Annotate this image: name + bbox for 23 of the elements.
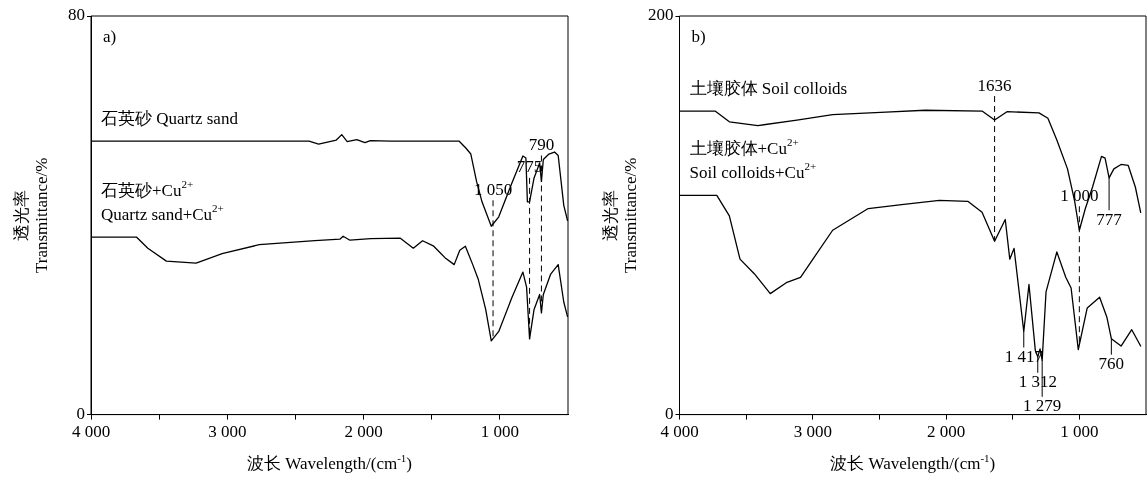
series-label: 石英砂 Quartz sand [101, 108, 239, 128]
x-tick-label: 1 000 [1060, 422, 1099, 442]
x-tick-label: 4 000 [660, 422, 699, 442]
x-tick-label: 1 000 [480, 422, 519, 442]
y-axis-title: 透光率 Transmittance/% [12, 157, 52, 274]
annotation: 760 [1098, 354, 1125, 374]
annotation: 1636 [977, 75, 1012, 95]
annotation: b) [691, 27, 706, 47]
y-tick-label: 80 [68, 5, 85, 25]
annotation: 790 [528, 134, 555, 154]
annotation: 1 279 [1023, 396, 1062, 416]
x-tick-label: 2 000 [344, 422, 383, 442]
y-tick-label: 200 [648, 5, 674, 25]
series-label: 土壤胶体 Soil colloids [689, 78, 848, 98]
y-tick-label: 0 [665, 404, 674, 424]
x-tick-label: 2 000 [926, 422, 966, 442]
y-axis-title: 透光率 Transmittance/% [600, 157, 640, 274]
annotation: a) [103, 27, 117, 47]
x-tick-label: 4 000 [71, 422, 111, 442]
x-tick-label: 3 000 [793, 422, 832, 442]
y-tick-label: 0 [76, 404, 85, 424]
x-tick-label: 3 000 [208, 422, 247, 442]
annotation: 777 [1096, 209, 1123, 229]
